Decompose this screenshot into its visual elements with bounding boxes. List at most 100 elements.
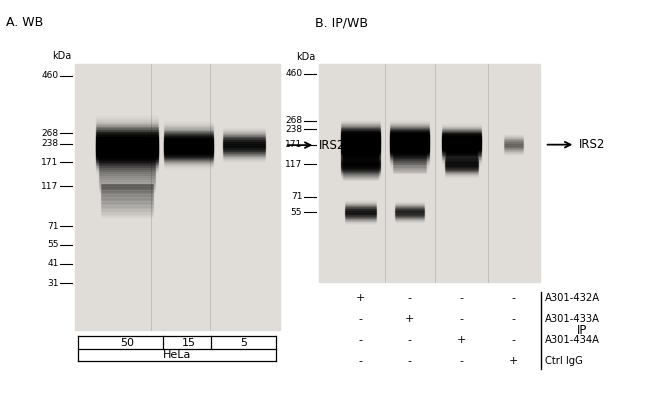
Text: Ctrl IgG: Ctrl IgG — [545, 356, 582, 366]
Bar — [99, 155, 155, 156]
Bar — [164, 129, 213, 130]
Text: 268: 268 — [285, 116, 302, 125]
Bar — [343, 161, 378, 162]
Bar — [101, 215, 153, 216]
Bar — [341, 125, 380, 126]
Bar — [164, 157, 213, 158]
Bar — [164, 158, 213, 159]
Bar — [164, 140, 213, 141]
Bar — [390, 160, 429, 161]
Bar — [99, 173, 155, 174]
Bar — [390, 137, 429, 138]
Bar — [341, 131, 380, 132]
Bar — [442, 148, 481, 149]
Bar — [343, 157, 378, 158]
Bar — [164, 143, 213, 144]
Bar — [341, 128, 380, 129]
Bar — [101, 203, 153, 204]
Text: kDa: kDa — [52, 51, 72, 61]
Bar — [164, 167, 213, 168]
Bar — [96, 130, 157, 131]
Text: -: - — [460, 356, 463, 366]
Bar — [341, 129, 380, 130]
Text: +: + — [356, 294, 365, 304]
Bar — [341, 149, 380, 150]
Bar — [99, 160, 155, 161]
Bar — [446, 160, 477, 161]
Bar — [96, 127, 157, 128]
Text: 268: 268 — [42, 129, 58, 138]
Bar — [446, 159, 477, 160]
Bar — [96, 147, 157, 148]
Bar — [390, 162, 429, 163]
Text: -: - — [512, 294, 515, 304]
Bar — [390, 125, 429, 126]
Bar — [96, 136, 157, 137]
Bar — [96, 133, 157, 134]
Bar — [164, 126, 213, 127]
Bar — [341, 139, 380, 140]
Bar — [96, 160, 157, 161]
Bar — [390, 139, 429, 140]
Bar — [99, 185, 155, 186]
Text: -: - — [408, 356, 411, 366]
Bar — [96, 135, 157, 136]
Bar — [341, 162, 380, 163]
Bar — [101, 212, 153, 213]
Bar — [393, 171, 426, 172]
Bar — [101, 191, 153, 192]
Bar — [390, 157, 429, 158]
Bar — [343, 171, 378, 172]
Bar — [101, 188, 153, 189]
Bar — [442, 163, 481, 164]
Bar — [164, 136, 213, 137]
Bar — [99, 177, 155, 178]
Bar — [96, 122, 157, 123]
Bar — [390, 138, 429, 139]
Bar — [341, 167, 380, 168]
Bar — [341, 163, 380, 164]
Text: 31: 31 — [47, 279, 58, 288]
Bar — [390, 135, 429, 136]
Text: -: - — [408, 294, 411, 304]
Bar — [343, 154, 378, 155]
Bar — [96, 162, 157, 163]
Bar — [96, 170, 157, 171]
Bar — [164, 153, 213, 154]
Bar — [390, 151, 429, 152]
Bar — [390, 167, 429, 168]
Bar — [343, 158, 378, 159]
Bar — [393, 170, 426, 171]
Bar — [96, 155, 157, 156]
Bar — [96, 138, 157, 139]
Bar — [442, 131, 481, 132]
Bar — [164, 154, 213, 155]
Bar — [96, 171, 157, 172]
Bar — [96, 153, 157, 154]
Bar — [343, 174, 378, 175]
Bar — [101, 187, 153, 188]
Bar — [101, 207, 153, 208]
Text: HeLa: HeLa — [163, 350, 191, 360]
Text: kDa: kDa — [296, 52, 315, 62]
Bar — [164, 166, 213, 167]
Bar — [99, 170, 155, 171]
Bar — [164, 150, 213, 151]
Bar — [96, 164, 157, 165]
Bar — [390, 123, 429, 124]
Bar — [96, 127, 157, 128]
Bar — [99, 168, 155, 169]
Bar — [99, 176, 155, 177]
Bar — [393, 166, 426, 167]
Bar — [96, 160, 157, 161]
Bar — [96, 133, 157, 134]
Bar — [442, 135, 481, 136]
Bar — [101, 193, 153, 194]
Bar — [393, 169, 426, 170]
Bar — [390, 166, 429, 167]
Bar — [390, 120, 429, 121]
Bar — [341, 130, 380, 131]
Bar — [343, 156, 378, 157]
Bar — [164, 121, 213, 122]
Bar — [96, 166, 157, 167]
